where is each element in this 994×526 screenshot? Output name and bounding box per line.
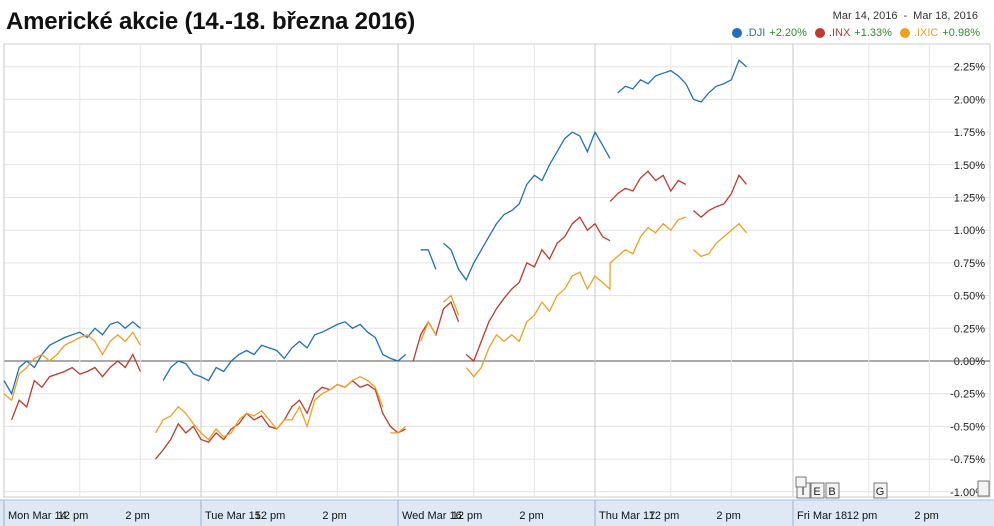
legend-change-ixic: +0.98% (942, 27, 980, 39)
legend-name-inx: .INX (828, 27, 851, 39)
x-tick-label: Fri Mar 18 (797, 510, 847, 522)
series-line-ixic (3, 216, 748, 441)
y-tick-label: -0.25% (950, 389, 985, 401)
x-tick-label: Mon Mar 14 (8, 510, 67, 522)
legend-change-inx: +1.33% (854, 27, 892, 39)
legend-dot-ixic (899, 28, 910, 38)
x-tick-label: 12 pm (452, 510, 483, 522)
y-tick-label: 0.75% (954, 258, 985, 270)
chart-title: Americké akcie (14.-18. března 2016) (6, 8, 416, 35)
x-tick-label: 2 pm (519, 510, 543, 522)
y-tick-label: -0.50% (950, 421, 985, 433)
y-tick-label: -0.75% (950, 454, 985, 466)
y-tick-label: 2.00% (954, 94, 985, 106)
series-line-dji (3, 59, 747, 396)
x-tick-label: Tue Mar 15 (205, 510, 261, 522)
y-tick-label: 1.50% (954, 160, 985, 172)
x-tick-label: 12 pm (847, 510, 878, 522)
x-axis-band (0, 500, 994, 526)
legend-item-dji[interactable]: .DJI +2.20% (731, 27, 807, 39)
y-tick-label: 0.00% (954, 356, 985, 368)
event-marker-stack (795, 476, 807, 488)
x-tick-label: Thu Mar 17 (599, 510, 655, 522)
event-marker-e (810, 482, 825, 499)
legend-change-dji: +2.20% (769, 27, 807, 39)
y-tick-label: -1.00% (950, 487, 985, 499)
y-tick-label: 0.50% (954, 291, 985, 303)
event-marker-label: G (876, 486, 885, 498)
y-tick-label: 1.25% (954, 193, 985, 205)
legend-dot-dji (731, 28, 742, 38)
y-tick-label: 1.00% (954, 225, 985, 237)
x-tick-label: 2 pm (914, 510, 938, 522)
x-tick-label: 12 pm (649, 510, 680, 522)
x-tick-label: 12 pm (255, 510, 286, 522)
event-marker-end (977, 480, 990, 497)
legend-item-ixic[interactable]: .IXIC +0.98% (899, 27, 980, 39)
legend: .DJI +2.20% .INX +1.33% .IXIC +0.98% (731, 27, 980, 39)
event-marker-label: E (813, 486, 820, 498)
legend-item-inx[interactable]: .INX +1.33% (814, 27, 892, 39)
legend-name-dji: .DJI (745, 27, 766, 39)
legend-dot-inx (814, 28, 825, 38)
plot-area (3, 43, 991, 498)
date-range: Mar 14, 2016- Mar 18, 2016 (833, 10, 978, 22)
event-marker-b (825, 482, 840, 499)
x-tick-label: 2 pm (125, 510, 149, 522)
date-range-start: Mar 14, 2016 (832, 10, 898, 22)
x-tick-label: Wed Mar 16 (402, 510, 462, 522)
date-range-separator: - (903, 10, 908, 22)
date-range-end: Mar 18, 2016 (913, 10, 978, 22)
event-marker-label: I (801, 486, 804, 498)
y-tick-label: 0.25% (954, 323, 985, 335)
x-tick-label: 2 pm (322, 510, 346, 522)
x-tick-label: 12 pm (58, 510, 89, 522)
event-marker-label: B (828, 486, 835, 498)
event-marker-g (873, 482, 888, 499)
y-tick-label: 2.25% (954, 62, 985, 74)
x-tick-label: 2 pm (716, 510, 740, 522)
legend-name-ixic: .IXIC (913, 27, 939, 39)
y-tick-label: 1.75% (954, 127, 985, 139)
